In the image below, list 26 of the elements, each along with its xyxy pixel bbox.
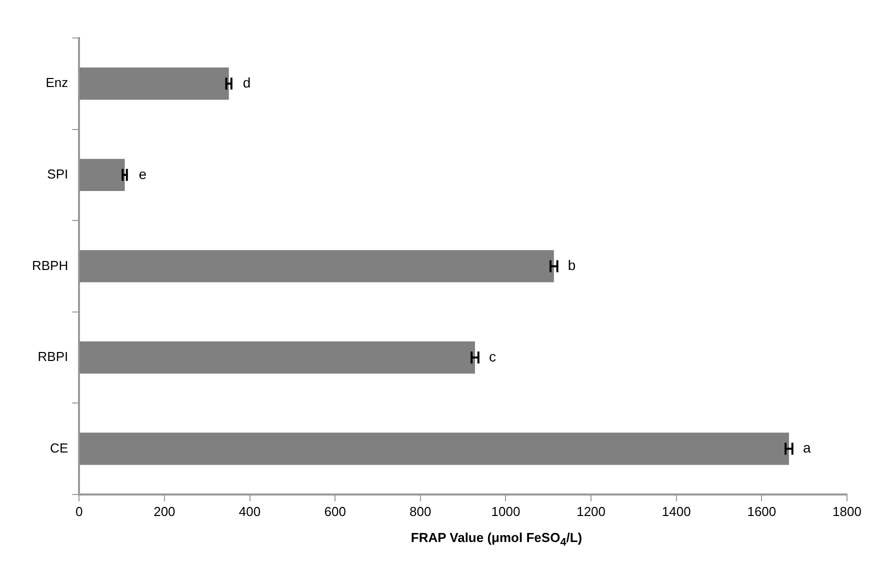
y-tick-label: RBPH xyxy=(32,258,68,273)
x-tick-label: 600 xyxy=(324,504,346,519)
x-tick-label: 800 xyxy=(410,504,432,519)
bar xyxy=(80,250,554,282)
bar xyxy=(80,432,789,465)
annotation: d xyxy=(242,74,251,90)
annotation: b xyxy=(568,257,576,274)
x-tick-label: 400 xyxy=(238,504,261,519)
bar xyxy=(80,68,229,100)
y-tick-label: RBPI xyxy=(38,349,68,364)
y-tick-label: CE xyxy=(50,440,68,456)
x-tick-label: 1600 xyxy=(747,504,776,519)
x-tick-label: 1800 xyxy=(832,504,862,519)
x-tick-label: 1000 xyxy=(491,504,520,519)
x-axis-title: FRAP Value (μmol FeSO$_{4}$/L) xyxy=(410,530,584,549)
annotation: c xyxy=(489,348,496,364)
bar xyxy=(80,341,476,374)
annotation: e xyxy=(138,166,147,182)
x-tick-label: 0 xyxy=(76,504,83,519)
x-tick-label: 1400 xyxy=(662,504,691,519)
y-tick-label: Enz xyxy=(46,75,68,90)
y-tick-label: SPI xyxy=(47,166,68,182)
annotation: a xyxy=(802,440,811,456)
bar xyxy=(80,158,125,192)
x-tick-label: 1200 xyxy=(576,504,606,519)
x-tick-label: 200 xyxy=(154,504,176,519)
